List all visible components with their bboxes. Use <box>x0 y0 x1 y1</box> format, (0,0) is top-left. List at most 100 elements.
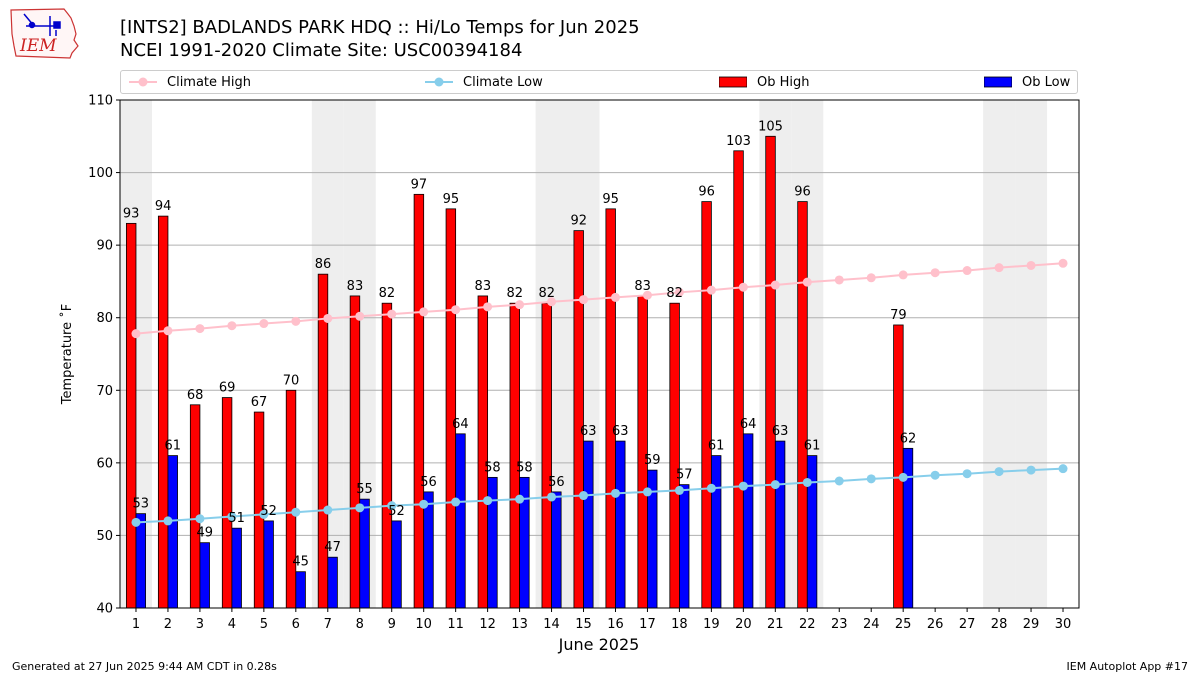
label-ob-high-day-16: 95 <box>602 192 619 207</box>
label-ob-low-day-10: 56 <box>420 475 437 490</box>
x-tick-label-21: 21 <box>767 617 784 632</box>
legend-swatch-climate-low <box>425 77 453 87</box>
bar-ob-high-day-20 <box>733 150 744 609</box>
point-climate-high-day-12 <box>483 302 493 312</box>
label-ob-low-day-2: 61 <box>164 439 181 454</box>
label-ob-high-day-25: 79 <box>890 308 907 323</box>
label-ob-high-day-11: 95 <box>443 192 460 207</box>
line-climate-low <box>135 467 1064 524</box>
bar-ob-high-day-17 <box>637 295 648 609</box>
x-tick-label-16: 16 <box>607 617 624 632</box>
point-climate-high-day-21 <box>770 280 780 290</box>
logo-text: IEM <box>19 36 57 56</box>
x-tick-label-28: 28 <box>991 617 1008 632</box>
point-climate-low-day-1 <box>131 517 141 527</box>
bar-ob-high-day-12 <box>477 295 489 609</box>
label-ob-low-day-11: 64 <box>452 417 469 432</box>
bar-ob-high-day-9 <box>381 302 393 609</box>
point-climate-high-day-19 <box>706 285 716 295</box>
bar-ob-low-day-11 <box>455 433 466 609</box>
label-ob-low-day-4: 51 <box>228 511 245 526</box>
label-ob-high-day-21: 105 <box>758 119 783 134</box>
bar-ob-high-day-2 <box>157 215 169 609</box>
grid-lines <box>120 172 1079 536</box>
label-ob-high-day-12: 83 <box>475 279 492 294</box>
point-climate-high-day-2 <box>163 326 173 336</box>
point-climate-high-day-24 <box>866 273 876 283</box>
point-climate-high-day-28 <box>994 263 1004 273</box>
label-ob-high-day-4: 69 <box>219 381 236 396</box>
label-ob-low-day-21: 63 <box>772 424 789 439</box>
point-climate-high-day-20 <box>738 282 748 292</box>
point-climate-high-day-17 <box>642 290 652 300</box>
y-tick-label-40: 40 <box>96 602 113 617</box>
y-tick-label-60: 60 <box>96 456 113 471</box>
label-ob-high-day-8: 83 <box>347 279 364 294</box>
point-climate-high-day-10 <box>419 307 429 317</box>
point-climate-high-day-1 <box>131 329 141 339</box>
bar-ob-low-day-10 <box>423 491 434 609</box>
footer-app: IEM Autoplot App #17 <box>1066 660 1189 673</box>
legend-swatch-ob-high <box>719 76 747 88</box>
point-climate-low-day-11 <box>451 497 461 507</box>
bar-ob-low-day-25 <box>902 447 914 609</box>
legend-label-climate-low: Climate Low <box>463 74 543 90</box>
x-tick-label-5: 5 <box>260 617 268 632</box>
point-climate-low-day-25 <box>898 472 908 482</box>
label-ob-low-day-25: 62 <box>900 431 917 446</box>
label-ob-low-day-3: 49 <box>196 526 213 541</box>
point-climate-low-day-14 <box>547 492 557 502</box>
label-ob-low-day-9: 52 <box>388 504 405 519</box>
label-ob-low-day-14: 56 <box>548 475 565 490</box>
label-ob-low-day-6: 45 <box>292 555 309 570</box>
point-climate-high-day-14 <box>547 297 557 307</box>
y-tick-label-50: 50 <box>96 529 113 544</box>
legend-item-ob-low: Ob Low <box>984 71 1070 93</box>
bar-ob-low-day-4 <box>231 527 242 609</box>
weekend-shading <box>120 100 1048 608</box>
point-climate-low-day-4 <box>227 512 237 522</box>
point-climate-high-day-30 <box>1058 258 1068 268</box>
data-labels: 93 94 68 69 67 70 86 83 82 97 95 83 82 82 92 95 83 82 96 10… <box>123 119 916 569</box>
bar-ob-high-day-7 <box>317 273 329 609</box>
label-ob-low-day-22: 61 <box>804 439 821 454</box>
point-climate-low-day-5 <box>259 509 269 519</box>
label-ob-low-day-17: 59 <box>644 453 661 468</box>
point-climate-low-day-3 <box>195 514 205 524</box>
label-ob-high-day-18: 82 <box>666 286 683 301</box>
x-tick-label-14: 14 <box>543 617 560 632</box>
bar-ob-high-day-11 <box>445 208 457 609</box>
label-ob-high-day-2: 94 <box>155 199 172 214</box>
label-ob-low-day-18: 57 <box>676 468 693 483</box>
point-climate-low-day-30 <box>1058 464 1068 474</box>
label-ob-low-day-1: 53 <box>133 497 150 512</box>
point-climate-low-day-15 <box>579 491 589 501</box>
x-tick-label-3: 3 <box>196 617 204 632</box>
bar-ob-low-day-21 <box>774 440 786 609</box>
label-ob-low-day-7: 47 <box>324 540 341 555</box>
point-climate-high-day-4 <box>227 321 237 331</box>
legend-item-ob-high: Ob High <box>719 71 810 93</box>
x-tick-label-26: 26 <box>927 617 944 632</box>
legend-label-ob-high: Ob High <box>757 74 810 90</box>
legend-swatch-ob-low <box>984 76 1012 88</box>
bar-ob-high-day-22 <box>797 201 808 609</box>
label-ob-low-day-8: 55 <box>356 482 373 497</box>
bar-ob-high-day-25 <box>893 324 904 609</box>
point-climate-high-day-11 <box>451 305 461 315</box>
bar-ob-low-day-20 <box>742 433 754 609</box>
bar-ob-low-day-1 <box>135 513 146 609</box>
y-tick-label-70: 70 <box>96 384 113 399</box>
point-climate-high-day-16 <box>610 292 620 302</box>
point-climate-low-day-17 <box>642 487 652 497</box>
plot-frame <box>119 99 1080 609</box>
bar-ob-high-day-3 <box>189 404 201 609</box>
x-tick-label-22: 22 <box>799 617 816 632</box>
point-climate-low-day-7 <box>323 505 333 515</box>
x-tick-label-17: 17 <box>639 617 656 632</box>
point-climate-high-day-26 <box>930 268 940 278</box>
legend-item-climate-low: Climate Low <box>425 71 543 93</box>
y-tick-label-110: 110 <box>88 94 113 109</box>
